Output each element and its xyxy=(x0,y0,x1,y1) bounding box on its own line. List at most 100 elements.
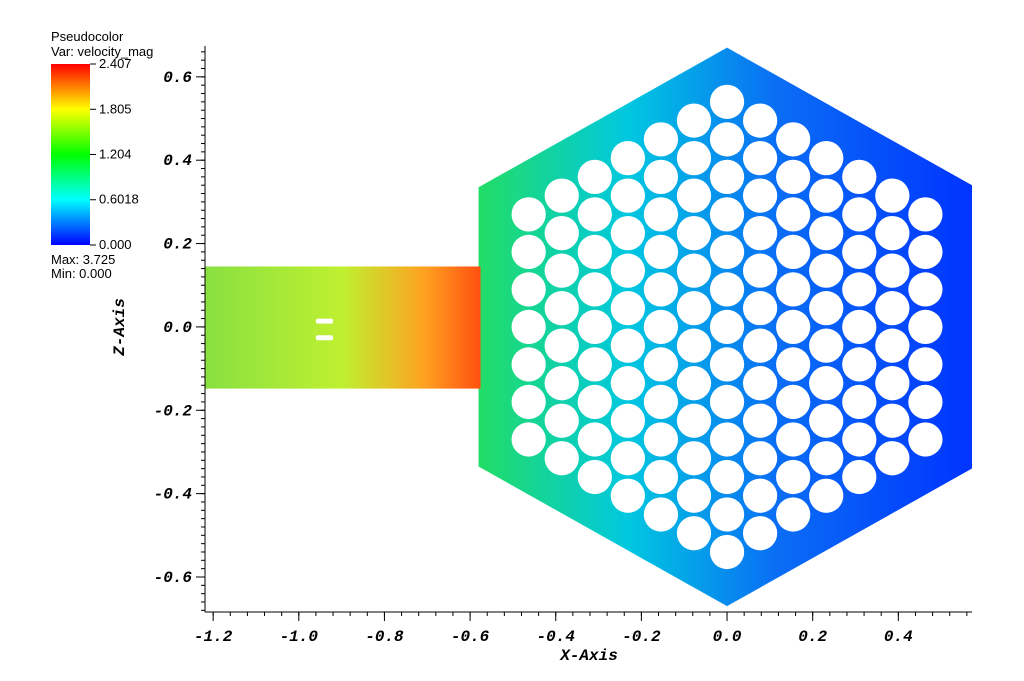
cylinder xyxy=(709,234,745,270)
cylinder xyxy=(544,441,579,476)
cylinder xyxy=(742,140,778,176)
cylinder xyxy=(776,197,811,232)
cylinder xyxy=(511,422,546,457)
cylinder xyxy=(610,140,645,176)
cylinder xyxy=(842,159,877,195)
cylinder xyxy=(809,441,844,476)
cylinder xyxy=(742,478,778,513)
cylinder xyxy=(643,384,679,420)
cylinder xyxy=(809,140,844,176)
cylinder xyxy=(875,403,910,438)
cylinder xyxy=(676,441,712,476)
cylinder xyxy=(709,422,745,457)
legend-variable: Var: velocity_mag xyxy=(51,44,153,59)
cylinder xyxy=(577,197,612,232)
cylinder xyxy=(875,366,910,401)
cylinder xyxy=(809,216,844,251)
cylinder xyxy=(776,459,811,495)
cylinder xyxy=(875,291,910,326)
cylinder xyxy=(776,422,811,457)
colorbar-tick-label: 2.407 xyxy=(99,56,132,71)
cylinder xyxy=(842,234,877,270)
y-axis-label: Z-Axis xyxy=(111,298,129,357)
cylinder xyxy=(676,328,712,363)
cylinder xyxy=(742,441,778,476)
cylinder xyxy=(908,347,943,382)
cylinder xyxy=(776,159,811,195)
y-tick-label: -0.4 xyxy=(154,486,193,504)
cylinder xyxy=(908,384,943,420)
cylinder xyxy=(544,216,579,251)
cylinder xyxy=(544,328,579,363)
cylinder xyxy=(776,234,811,270)
cylinder xyxy=(544,291,579,326)
cylinder xyxy=(742,328,778,363)
cylinder xyxy=(577,459,612,495)
cylinder xyxy=(643,272,679,307)
x-tick-label: -0.4 xyxy=(537,628,576,646)
cylinder xyxy=(776,497,811,532)
cylinder xyxy=(742,366,778,401)
cylinder xyxy=(842,422,877,457)
cylinder xyxy=(842,197,877,232)
cylinder xyxy=(544,403,579,438)
cylinder xyxy=(842,272,877,307)
x-tick-label: -1.2 xyxy=(194,628,233,646)
legend-max: Max: 3.725 xyxy=(51,252,115,267)
legend-title: Pseudocolor xyxy=(51,29,124,44)
cylinder xyxy=(742,253,778,288)
cylinder xyxy=(676,140,712,176)
cylinder xyxy=(577,272,612,307)
field xyxy=(205,47,972,607)
cylinder xyxy=(643,497,679,532)
cylinder xyxy=(544,253,579,288)
cylinder xyxy=(511,347,546,382)
cylinder xyxy=(676,366,712,401)
cylinder xyxy=(875,441,910,476)
colorbar-tick-label: 0.6018 xyxy=(99,192,139,207)
cylinder xyxy=(875,178,910,213)
colorbar-tick-label: 1.204 xyxy=(99,146,132,161)
cylinder xyxy=(676,253,712,288)
nozzle xyxy=(315,335,334,341)
colorbar-tick-label: 1.805 xyxy=(99,101,132,116)
cylinder xyxy=(776,122,811,157)
cylinder xyxy=(709,384,745,420)
cylinder xyxy=(776,384,811,420)
cylinder xyxy=(776,272,811,307)
cylinder xyxy=(842,384,877,420)
cylinder xyxy=(842,309,877,345)
cylinder xyxy=(676,216,712,251)
cylinder xyxy=(643,422,679,457)
cylinder xyxy=(875,216,910,251)
cylinder xyxy=(610,291,645,326)
cylinder xyxy=(908,197,943,232)
y-tick-label: 0.6 xyxy=(163,69,192,87)
cylinder xyxy=(742,291,778,326)
cylinder xyxy=(577,347,612,382)
cylinder xyxy=(709,309,745,345)
cylinder xyxy=(643,309,679,345)
cylinder xyxy=(776,347,811,382)
cylinder xyxy=(544,366,579,401)
colorbar-tick-label: 0.000 xyxy=(99,237,132,252)
cylinder xyxy=(875,328,910,363)
x-tick-label: -1.0 xyxy=(280,628,319,646)
cylinder xyxy=(610,253,645,288)
cylinder xyxy=(842,459,877,495)
cylinder xyxy=(742,216,778,251)
cylinder xyxy=(577,309,612,345)
cylinder xyxy=(742,178,778,213)
cylinder xyxy=(676,478,712,513)
cylinder xyxy=(511,272,546,307)
cylinder xyxy=(676,291,712,326)
cylinder xyxy=(511,384,546,420)
cylinder xyxy=(908,234,943,270)
cylinder xyxy=(809,253,844,288)
cylinder xyxy=(643,197,679,232)
cylinder xyxy=(809,178,844,213)
x-tick-label: -0.6 xyxy=(451,628,490,646)
cylinder xyxy=(610,216,645,251)
cylinder xyxy=(577,422,612,457)
cylinder xyxy=(610,178,645,213)
